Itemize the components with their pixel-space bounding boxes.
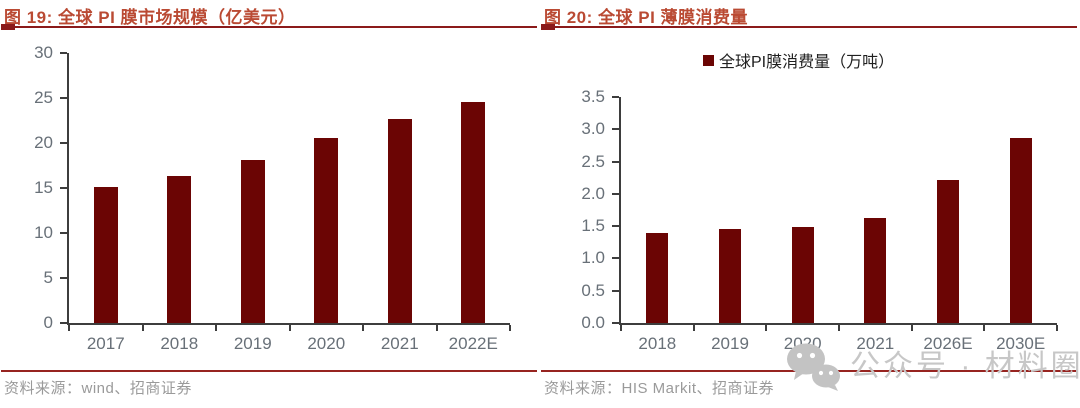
x-axis-tick bbox=[435, 325, 438, 331]
y-axis-tick bbox=[612, 160, 619, 163]
x-axis-tick bbox=[141, 325, 144, 331]
figure-19-source-divider bbox=[1, 370, 537, 372]
x-axis-tick bbox=[288, 325, 291, 331]
bar-2030E bbox=[1009, 137, 1032, 323]
x-axis-tick bbox=[910, 325, 913, 331]
y-axis-tick bbox=[60, 97, 67, 99]
figure-19-panel: 图 19: 全球 PI 膜市场规模（亿美元） 0 5 10 15 20 25 30 2017 2… bbox=[1, 8, 537, 397]
y-axis-tick bbox=[612, 225, 619, 228]
x-axis-tick bbox=[620, 325, 622, 331]
figure-19-source: 资料来源：wind、招商证券 bbox=[4, 380, 192, 397]
x-axis-tick bbox=[765, 325, 768, 331]
title-underline-stub bbox=[541, 24, 555, 30]
y-axis-tick bbox=[60, 142, 67, 144]
y-axis-tick bbox=[60, 322, 67, 324]
y-axis-label: 0 bbox=[43, 313, 53, 332]
y-axis-label: 25 bbox=[34, 88, 53, 107]
x-axis-label: 2020 bbox=[783, 334, 822, 353]
bar-2021 bbox=[387, 118, 412, 323]
x-axis-label: 2019 bbox=[233, 334, 272, 353]
y-axis-label: 1.0 bbox=[581, 248, 605, 268]
y-axis-tick bbox=[612, 96, 619, 98]
figure-20-chart: 0.0 0.5 1.0 1.5 2.0 2.5 3.0 3.5 2018 2019 2020 2021… bbox=[581, 87, 1058, 353]
bar-2020 bbox=[314, 137, 339, 323]
y-axis-label: 2.0 bbox=[581, 183, 605, 203]
y-axis-tick bbox=[612, 289, 619, 292]
y-axis-label: 0.5 bbox=[581, 280, 605, 300]
legend-swatch-icon bbox=[703, 54, 714, 66]
x-axis-tick bbox=[983, 325, 986, 331]
figure-20-legend: 全球PI膜消费量（万吨） bbox=[703, 48, 894, 72]
bar-2026E bbox=[937, 180, 959, 323]
y-axis-tick bbox=[612, 192, 619, 195]
x-axis-tick bbox=[1056, 325, 1058, 331]
y-axis-label: 3.0 bbox=[581, 119, 605, 139]
legend-label: 全球PI膜消费量（万吨） bbox=[719, 54, 895, 71]
figure-20-title: 图 20: 全球 PI 薄膜消费量 bbox=[544, 8, 749, 27]
x-axis-label: 2019 bbox=[711, 334, 749, 353]
y-axis-label: 20 bbox=[34, 133, 53, 152]
title-underline-stub bbox=[1, 24, 15, 30]
x-axis-label: 2026E bbox=[923, 334, 973, 353]
figure-19-chart: 0 5 10 15 20 25 30 2017 2018 2019 2020 2021 2022E bbox=[34, 43, 511, 353]
bar-2018 bbox=[646, 233, 669, 323]
x-axis-label: 2018 bbox=[160, 334, 199, 353]
figure-19-title: 图 19: 全球 PI 膜市场规模（亿美元） bbox=[4, 8, 296, 27]
x-axis-label: 2018 bbox=[638, 334, 677, 353]
bar-2021 bbox=[864, 218, 887, 323]
figure-19-title-underline bbox=[1, 24, 537, 30]
y-axis-label: 2.5 bbox=[581, 151, 605, 171]
bar-2017 bbox=[93, 187, 118, 323]
x-axis-label: 2021 bbox=[856, 334, 895, 353]
x-axis-tick bbox=[838, 325, 840, 331]
y-axis-label: 3.5 bbox=[581, 87, 605, 106]
figure-20-title-underline bbox=[541, 24, 1077, 30]
x-axis-tick bbox=[509, 325, 511, 331]
x-axis-label: 2020 bbox=[307, 334, 346, 353]
x-axis-tick bbox=[68, 325, 70, 331]
bar-2018 bbox=[167, 176, 192, 323]
x-axis-tick bbox=[215, 325, 217, 331]
figure-20-panel: 图 20: 全球 PI 薄膜消费量 全球PI膜消费量（万吨） 0.0 0.5 1.0… bbox=[540, 0, 1080, 408]
y-axis-label: 10 bbox=[34, 223, 53, 242]
y-axis-tick bbox=[60, 232, 67, 234]
y-axis-label: 1.5 bbox=[581, 216, 605, 236]
x-axis-label: 2021 bbox=[380, 334, 419, 353]
y-axis-label: 5 bbox=[43, 268, 53, 287]
y-axis-label: 30 bbox=[34, 43, 53, 62]
y-axis-label: 0.0 bbox=[581, 313, 605, 332]
figure-20-source: 资料来源：HIS Markit、招商证券 bbox=[544, 380, 775, 397]
y-axis-tick bbox=[612, 128, 619, 131]
x-axis-tick bbox=[692, 325, 695, 331]
y-axis-tick bbox=[60, 277, 67, 279]
y-axis-tick bbox=[612, 322, 619, 324]
bar-2019 bbox=[240, 160, 265, 323]
y-axis-tick bbox=[60, 52, 67, 54]
y-axis-tick bbox=[60, 187, 67, 189]
bar-2020 bbox=[791, 227, 814, 323]
x-axis-label: 2017 bbox=[86, 334, 125, 353]
figure-20-source-divider bbox=[541, 370, 1077, 372]
y-axis-label: 15 bbox=[34, 178, 53, 197]
bar-2022E bbox=[461, 101, 486, 323]
x-axis-tick bbox=[362, 325, 364, 331]
y-axis-tick bbox=[612, 257, 619, 260]
x-axis-label: 2030E bbox=[996, 334, 1046, 353]
x-axis-label: 2022E bbox=[448, 334, 498, 353]
bar-2019 bbox=[719, 229, 741, 323]
